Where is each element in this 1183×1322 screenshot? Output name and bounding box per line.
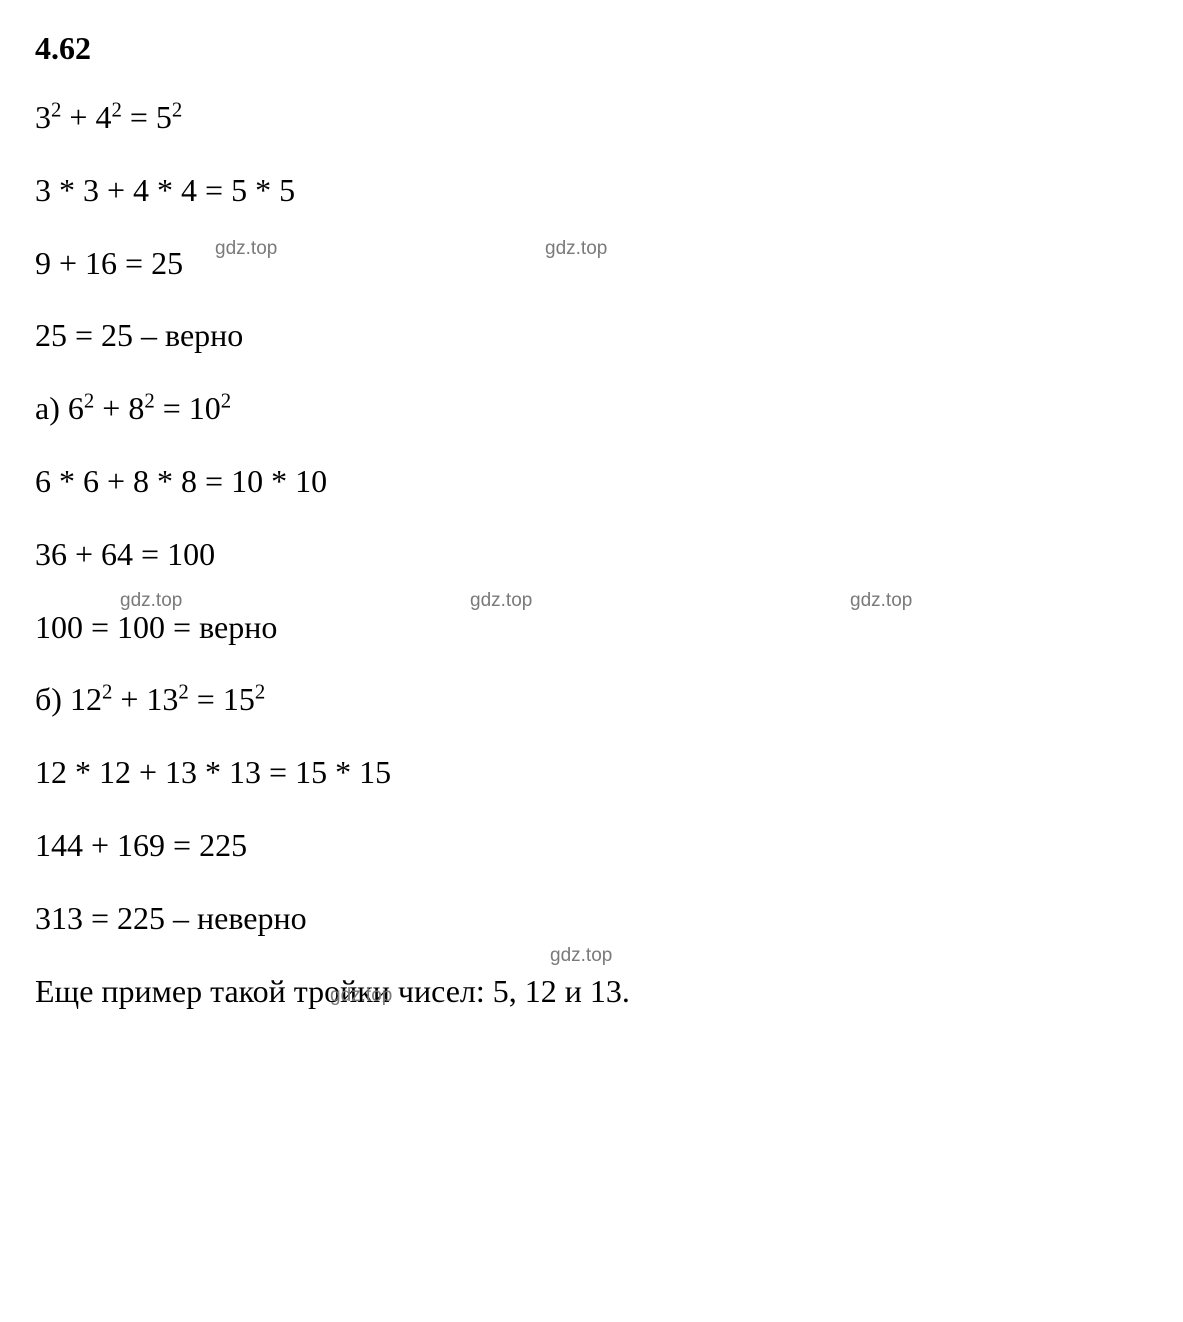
math-line-5: 6 * 6 + 8 * 8 = 10 * 10 [35,459,1148,504]
math-line-1: 3 * 3 + 4 * 4 = 5 * 5 [35,168,1148,213]
math-line-3: 25 = 25 – верно [35,313,1148,358]
math-line-6: 36 + 64 = 100 [35,532,1148,577]
math-line-2: 9 + 16 = 25 [35,241,1148,286]
math-line-10: 144 + 169 = 225 [35,823,1148,868]
math-line-12: Еще пример такой тройки чисел: 5, 12 и 1… [35,969,1148,1014]
math-line-11: 313 = 225 – неверно [35,896,1148,941]
math-content: 32 + 42 = 52 3 * 3 + 4 * 4 = 5 * 5 9 + 16 … [35,95,1148,1013]
math-line-8: б) 122 + 132 = 152 [35,677,1148,722]
problem-number: 4.62 [35,30,1148,67]
math-line-4: а) 62 + 82 = 102 [35,386,1148,431]
math-line-0: 32 + 42 = 52 [35,95,1148,140]
math-line-9: 12 * 12 + 13 * 13 = 15 * 15 [35,750,1148,795]
math-line-7: 100 = 100 = верно [35,605,1148,650]
